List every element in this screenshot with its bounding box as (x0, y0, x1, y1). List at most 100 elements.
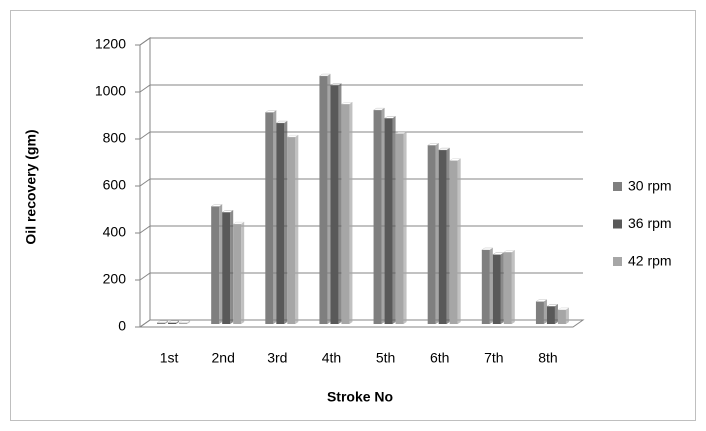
bar-front (157, 322, 166, 324)
bar-top (426, 143, 440, 146)
bar-top (437, 147, 451, 151)
bar-top (167, 320, 180, 324)
bar-front (168, 322, 177, 324)
bar-side (187, 320, 191, 324)
grid-line (139, 84, 583, 93)
bar-side (500, 252, 504, 324)
bar-top (232, 221, 246, 225)
bar (426, 143, 440, 324)
bar (167, 320, 180, 324)
bar (340, 102, 354, 325)
bar-side (381, 108, 385, 325)
bar-side (446, 148, 450, 324)
floor (138, 319, 585, 328)
bar (535, 299, 548, 324)
bar (383, 116, 397, 324)
bar (557, 307, 570, 324)
x-axis-title: Stroke No (327, 389, 393, 405)
bar-front (427, 145, 436, 324)
bar-front (319, 76, 328, 324)
bar-side (403, 131, 407, 324)
bar-top (546, 304, 559, 307)
bar-side (241, 222, 245, 324)
x-tick-label: 4th (322, 350, 341, 366)
bar-top (340, 102, 354, 105)
bar-side (338, 83, 342, 324)
bar-side (219, 204, 223, 324)
bar-top (286, 134, 300, 138)
bar-side (284, 121, 288, 324)
x-tick-label: 1st (160, 350, 179, 366)
bar-top (210, 204, 224, 207)
y-tick-label: 1200 (95, 36, 126, 52)
bar (156, 320, 169, 324)
bar-side (457, 158, 461, 324)
bar-top (275, 120, 289, 124)
y-tick-label: 0 (118, 318, 126, 334)
bar-side (435, 143, 439, 324)
bar-front (341, 104, 350, 325)
bar (275, 120, 289, 324)
y-tick-label: 200 (103, 271, 127, 287)
bar-front (557, 309, 566, 324)
bar-top (221, 210, 235, 213)
bar-front (449, 160, 458, 324)
bar-front (481, 249, 490, 324)
bar-side (554, 304, 558, 324)
bar-top (178, 320, 191, 324)
bar-front (222, 212, 231, 324)
bar (480, 247, 494, 324)
bar-side (273, 110, 277, 324)
bar-front (276, 123, 285, 324)
bar (178, 320, 191, 324)
bar-top (557, 307, 570, 311)
y-tick-label: 1000 (95, 83, 126, 99)
bar-top (372, 107, 386, 111)
bar-top (394, 131, 408, 134)
bar-side (392, 116, 396, 324)
bar-front (395, 133, 404, 324)
x-tick-label: 7th (484, 350, 503, 366)
bar-front (265, 112, 274, 324)
y-tick-label: 800 (103, 130, 127, 146)
bar (372, 107, 386, 325)
y-axis-title: Oil recovery (gm) (23, 129, 39, 244)
y-tick-label: 400 (103, 224, 127, 240)
bar (448, 158, 462, 324)
bar (546, 304, 559, 324)
bar-top (502, 250, 516, 253)
bar-front (438, 150, 447, 324)
bar-top (264, 110, 278, 113)
legend-swatch (613, 219, 622, 229)
bar (318, 73, 332, 324)
bar-front (211, 206, 220, 324)
bar-top (383, 116, 397, 119)
bar-side (176, 320, 180, 324)
grid-line (139, 131, 583, 140)
bar-front (535, 301, 544, 324)
bar (502, 250, 516, 324)
bar-front (330, 85, 339, 324)
bar-front (233, 224, 242, 324)
bar-top (156, 320, 169, 324)
bar-front (492, 254, 501, 324)
bar-top (329, 83, 343, 86)
bar-front (373, 110, 382, 325)
bar (394, 131, 408, 324)
bar-side (295, 135, 299, 324)
legend-label: 36 rpm (628, 215, 672, 231)
bar-side (565, 307, 569, 324)
bar-top (318, 73, 332, 77)
bar-top (535, 299, 548, 302)
x-tick-label: 3rd (267, 350, 287, 366)
legend-label: 42 rpm (628, 253, 672, 269)
bar-top (480, 247, 494, 251)
bar-front (384, 118, 393, 324)
bar-side (543, 299, 547, 324)
bar (437, 147, 451, 324)
legend-swatch (613, 182, 622, 191)
bar-front (179, 322, 188, 324)
legend-swatch (613, 257, 622, 266)
chart-frame (10, 10, 696, 421)
